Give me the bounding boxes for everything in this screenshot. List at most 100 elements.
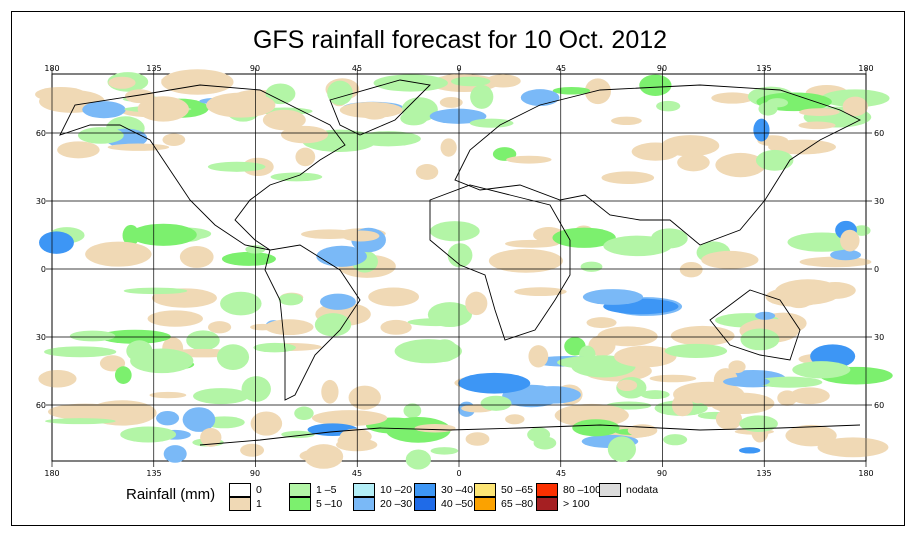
rain-area — [738, 447, 761, 454]
rain-area — [207, 321, 232, 334]
legend-label: 1 — [256, 498, 262, 510]
legend-swatch — [414, 483, 436, 497]
rain-area — [45, 418, 116, 425]
legend-label: 40 –50 — [441, 498, 474, 510]
rain-area — [470, 84, 494, 109]
rain-area — [584, 78, 611, 105]
legend-label: 1 –5 — [316, 484, 337, 496]
rain-area — [99, 355, 126, 372]
legend-swatch — [229, 483, 251, 497]
rain-area — [817, 437, 889, 458]
rain-area — [123, 287, 188, 295]
rain-area — [485, 74, 521, 88]
rain-area — [798, 121, 836, 130]
rain-area — [603, 235, 672, 257]
lon-label-bottom: 45 — [556, 469, 566, 478]
rain-area — [186, 330, 220, 351]
rain-area — [814, 282, 856, 299]
rain-area — [149, 391, 187, 399]
rain-area — [520, 89, 560, 106]
rain-area — [711, 92, 754, 104]
rain-area — [220, 291, 262, 316]
rain-area — [611, 116, 642, 126]
rain-area — [207, 161, 266, 172]
rain-area — [447, 243, 473, 268]
rain-area — [403, 403, 422, 419]
rain-area — [373, 74, 448, 92]
lat-label-left: 60 — [36, 401, 46, 410]
rain-area — [316, 245, 367, 267]
legend-label: 20 –30 — [380, 498, 413, 510]
rain-area — [415, 163, 439, 180]
rain-area — [241, 376, 271, 402]
rain-area — [765, 287, 825, 307]
rain-area — [114, 366, 132, 384]
rain-area — [161, 76, 215, 84]
rain-area — [250, 411, 283, 436]
north-america — [59, 84, 346, 251]
rain-area — [147, 310, 203, 327]
lat-label-left: 30 — [36, 333, 46, 342]
rain-area — [614, 345, 677, 368]
rain-area — [57, 141, 100, 159]
rain-area — [262, 109, 306, 131]
rain-area — [380, 319, 412, 335]
lat-label-right: 0 — [874, 265, 879, 274]
rain-area — [120, 426, 177, 443]
lat-label-left: 0 — [41, 265, 46, 274]
axis-labels: 180 135 90 45 0 45 90 135 180 180 135 90… — [36, 64, 884, 478]
legend-swatch — [229, 497, 251, 511]
rain-area — [163, 445, 187, 463]
rain-area — [701, 250, 759, 269]
rain-area — [179, 245, 214, 268]
rain-area — [250, 323, 275, 331]
rain-area — [465, 291, 488, 316]
rain-area — [430, 447, 459, 455]
rain-area — [552, 227, 616, 248]
rain-area — [488, 248, 563, 273]
rain-area — [38, 370, 77, 388]
rain-area — [664, 343, 728, 359]
rain-area — [607, 436, 637, 462]
rain-area — [715, 408, 743, 430]
legend-label: 80 –100 — [563, 484, 601, 496]
rain-area — [580, 261, 603, 272]
legend-swatch — [536, 497, 558, 511]
rain-area — [429, 221, 480, 242]
rainfall-field — [35, 69, 893, 470]
rain-area — [723, 376, 770, 387]
rain-area — [572, 419, 620, 437]
rain-area — [264, 319, 314, 336]
rain-area — [480, 395, 512, 411]
lon-label-top: 90 — [657, 64, 667, 73]
lon-label-bottom: 135 — [756, 469, 771, 478]
legend-swatch — [474, 483, 496, 497]
rain-area — [85, 241, 152, 267]
rain-area — [798, 108, 840, 116]
africa — [429, 184, 571, 341]
rain-area — [130, 348, 194, 374]
rain-area — [200, 427, 222, 447]
legend-title: Rainfall (mm) — [126, 486, 216, 503]
rain-area — [108, 76, 136, 89]
legend-label: > 100 — [563, 498, 590, 510]
rain-area — [216, 344, 250, 370]
rain-area — [221, 251, 276, 266]
antarctica — [199, 424, 861, 446]
legend-swatch — [599, 483, 621, 497]
rain-area — [639, 74, 672, 96]
lon-label-top: 135 — [756, 64, 771, 73]
rain-area — [649, 374, 697, 383]
lat-label-left: 30 — [36, 197, 46, 206]
rain-area — [525, 386, 581, 404]
coastlines — [59, 79, 862, 446]
lat-label-right: 60 — [874, 401, 884, 410]
rain-area — [137, 96, 189, 122]
rain-area — [527, 427, 551, 443]
rain-area — [840, 229, 860, 252]
rain-area — [842, 96, 868, 117]
lon-label-top: 45 — [352, 64, 362, 73]
rain-area — [355, 131, 421, 147]
rain-area — [304, 444, 344, 469]
